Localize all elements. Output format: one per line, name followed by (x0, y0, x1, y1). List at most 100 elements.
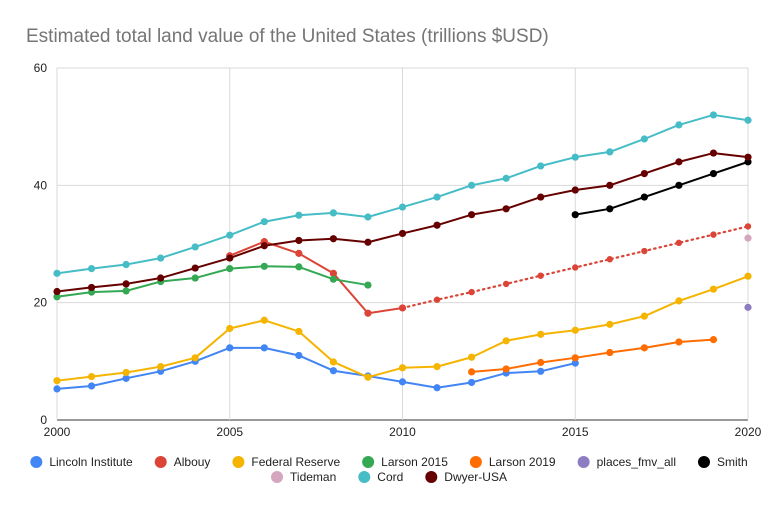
data-point-dwyer-usa (122, 280, 130, 288)
data-point-albouy (295, 249, 303, 257)
data-point-dwyer-usa (675, 158, 683, 166)
legend-swatch (577, 456, 590, 468)
legend-item-smith: Smith (697, 455, 748, 469)
data-point-lincoln-institute (226, 344, 234, 352)
y-tick-label: 20 (34, 296, 48, 310)
x-tick-label: 2000 (44, 425, 71, 439)
legend: Lincoln Institute Albouy Federal Reserve La… (30, 455, 748, 484)
data-point-federal-reserve (329, 358, 337, 366)
data-point-dwyer-usa (709, 149, 718, 157)
data-point-smith (571, 211, 579, 219)
legend-item-tideman: Tideman (271, 470, 336, 484)
data-point-federal-reserve (640, 312, 648, 320)
data-point-federal-reserve (709, 285, 718, 293)
legend-swatch (271, 471, 284, 483)
legend-swatch (154, 456, 167, 468)
data-point-larson-2015 (53, 293, 61, 301)
data-point-larson-2019 (468, 368, 476, 376)
data-point-albouy-projection (468, 288, 475, 296)
data-point-dwyer-usa (640, 170, 648, 178)
axis-tick-labels: 0 20 40 60 2000 2005 2010 2015 2020 (34, 61, 762, 439)
data-point-albouy-projection (572, 264, 579, 271)
series-tideman (744, 234, 752, 242)
legend-swatch (425, 471, 438, 483)
data-point-larson-2019 (537, 358, 545, 367)
legend-swatch (469, 456, 482, 468)
data-point-federal-reserve (744, 272, 752, 280)
data-point-larson-2019 (502, 365, 510, 373)
data-point-lincoln-institute (295, 351, 303, 360)
data-point-federal-reserve (122, 368, 130, 377)
data-point-lincoln-institute (468, 378, 476, 387)
data-point-albouy-projection (744, 223, 752, 230)
data-point-lincoln-institute (398, 378, 407, 386)
data-point-federal-reserve (295, 327, 303, 336)
x-tick-label: 2015 (562, 425, 589, 439)
data-point-dwyer-usa (53, 287, 61, 296)
data-point-cord (122, 260, 130, 269)
series-smith (571, 158, 752, 219)
data-point-cord (433, 193, 441, 201)
series-line-smith (574, 160, 749, 216)
data-point-dwyer-usa (157, 274, 165, 282)
series-dwyer-usa (53, 149, 752, 296)
data-point-cord (709, 111, 718, 119)
data-point-dwyer-usa (606, 181, 614, 189)
data-point-lincoln-institute (87, 382, 96, 390)
data-point-albouy-projection (433, 296, 441, 303)
data-point-federal-reserve (571, 326, 579, 334)
data-point-dwyer-usa (571, 186, 579, 194)
series-line-albouy (228, 240, 404, 315)
data-point-cord (364, 213, 372, 221)
data-point-lincoln-institute (433, 384, 441, 392)
data-point-federal-reserve (433, 363, 441, 371)
data-point-federal-reserve (191, 354, 199, 362)
legend-item-dwyer-usa: Dwyer-USA (425, 470, 507, 484)
data-point-cord (398, 203, 407, 211)
legend-label: Dwyer-USA (444, 470, 507, 484)
legend-item-albouy: Albouy (154, 455, 211, 469)
data-point-larson-2015 (295, 263, 303, 271)
x-tick-label: 2010 (389, 425, 416, 439)
data-point-federal-reserve (502, 337, 510, 345)
data-point-larson-2015 (226, 265, 234, 273)
data-point-cord (191, 243, 199, 251)
data-point-cord (537, 162, 545, 170)
data-point-lincoln-institute (537, 367, 545, 375)
data-point-dwyer-usa (87, 283, 96, 292)
legend-swatch (232, 456, 245, 468)
data-point-federal-reserve (675, 297, 683, 305)
legend-label: Larson 2019 (489, 455, 556, 469)
data-point-cord (329, 209, 337, 217)
series-line-larson-2019 (470, 338, 715, 373)
data-point-dwyer-usa (468, 211, 476, 219)
data-point-larson-2015 (191, 274, 199, 282)
data-point-albouy-projection (710, 231, 717, 238)
legend-label: Smith (717, 455, 748, 469)
data-point-cord (468, 181, 476, 189)
data-point-larson-2015 (364, 281, 372, 289)
data-point-smith (675, 181, 683, 189)
data-point-federal-reserve (87, 372, 96, 381)
data-point-dwyer-usa (744, 153, 752, 161)
data-point-larson-2015 (260, 262, 268, 270)
series-larson-2019 (468, 336, 718, 376)
series-lincoln-institute (53, 344, 579, 393)
legend-swatch (30, 456, 43, 468)
series-line-lincoln-institute (56, 346, 577, 390)
data-point-dwyer-usa (295, 236, 303, 245)
data-point-cord (157, 254, 165, 262)
data-point-dwyer-usa (398, 229, 407, 238)
data-point-dwyer-usa (433, 221, 441, 229)
legend-label: Larson 2015 (381, 455, 448, 469)
legend-label: places_fmv_all (597, 455, 676, 469)
data-point-cord (53, 269, 61, 277)
data-point-tideman (744, 234, 752, 242)
legend-label: Albouy (174, 455, 211, 469)
legend-label: Tideman (290, 470, 336, 484)
data-point-cord (744, 116, 752, 124)
legend-item-lincoln-institute: Lincoln Institute (30, 455, 133, 469)
data-point-larson-2019 (640, 344, 648, 352)
